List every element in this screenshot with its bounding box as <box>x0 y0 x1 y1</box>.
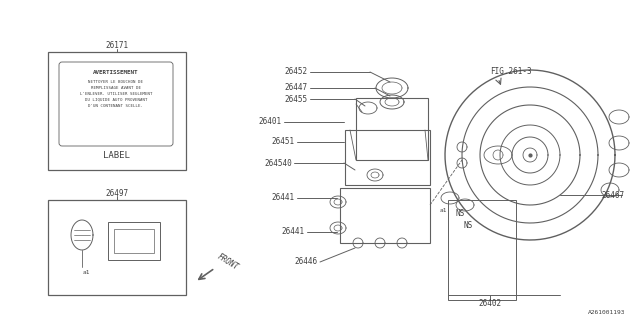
Text: 26455: 26455 <box>285 94 308 103</box>
Text: DU LIQUIDE AUTO PROVENANT: DU LIQUIDE AUTO PROVENANT <box>84 98 147 102</box>
Text: 264540: 264540 <box>264 158 292 167</box>
Text: 26171: 26171 <box>106 42 129 51</box>
Bar <box>448 200 516 300</box>
Text: NETTOYER LE BOUCHON DE: NETTOYER LE BOUCHON DE <box>88 80 143 84</box>
Text: NS: NS <box>463 220 472 229</box>
Text: NS: NS <box>456 210 465 219</box>
Text: L'ENLEVER. UTILISER SEULEMENT: L'ENLEVER. UTILISER SEULEMENT <box>80 92 152 96</box>
Text: 26467: 26467 <box>602 190 625 199</box>
Bar <box>340 188 430 243</box>
Text: 26447: 26447 <box>285 84 308 92</box>
Text: 26402: 26402 <box>479 300 502 308</box>
Text: 26441: 26441 <box>282 228 305 236</box>
Text: A261001193: A261001193 <box>588 309 625 315</box>
Text: LABEL: LABEL <box>102 150 129 159</box>
Bar <box>108 222 160 260</box>
Text: 26451: 26451 <box>272 138 295 147</box>
Text: REMPLISSAGE AVANT DE: REMPLISSAGE AVANT DE <box>91 86 141 90</box>
Bar <box>356 98 428 160</box>
Text: 26446: 26446 <box>295 258 318 267</box>
Text: a1: a1 <box>83 270 90 276</box>
Text: FIG.261-3: FIG.261-3 <box>490 68 532 76</box>
Text: AVERTISSEMENT: AVERTISSEMENT <box>93 70 139 76</box>
Bar <box>48 52 186 170</box>
Bar <box>345 130 430 185</box>
Bar <box>48 200 186 295</box>
Text: FRONT: FRONT <box>216 252 240 272</box>
Text: a1: a1 <box>439 207 447 212</box>
Bar <box>114 229 154 253</box>
Text: 26497: 26497 <box>106 188 129 197</box>
Text: 26441: 26441 <box>272 194 295 203</box>
Text: 26452: 26452 <box>285 68 308 76</box>
Text: 26401: 26401 <box>259 117 282 126</box>
Text: D'UN CONTENANT SCELLE.: D'UN CONTENANT SCELLE. <box>88 104 143 108</box>
